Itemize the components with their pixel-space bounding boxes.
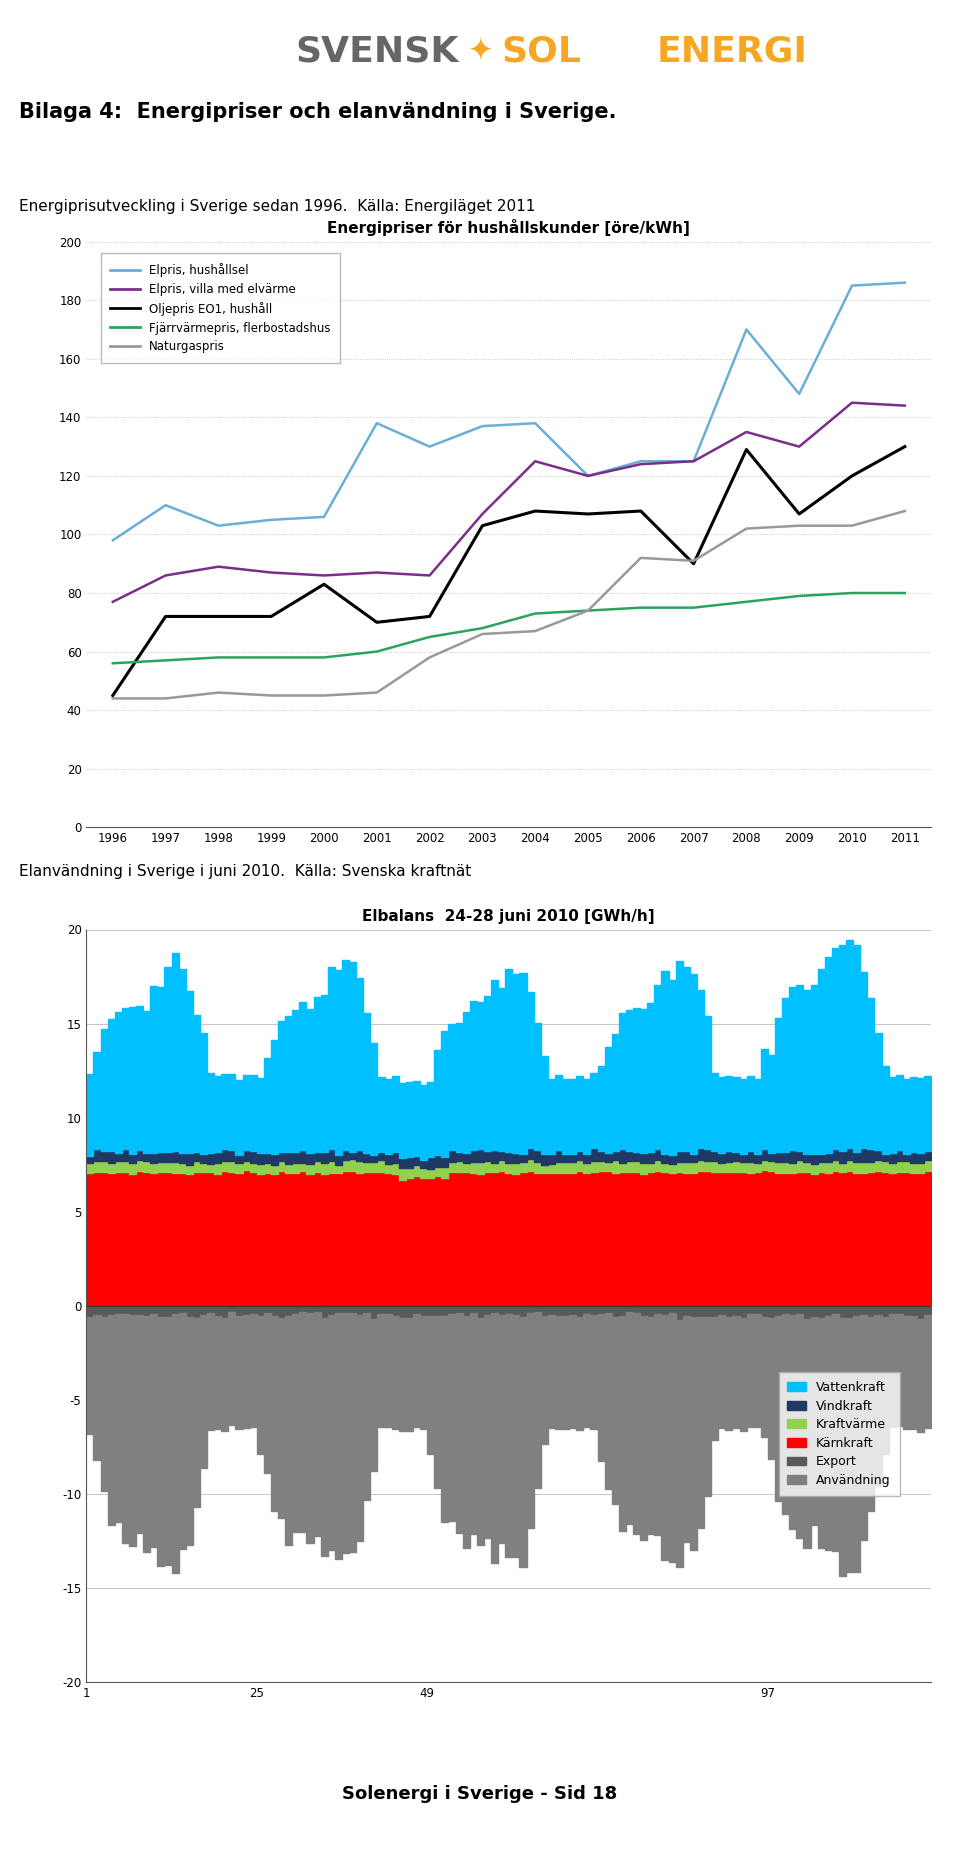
Naturgaspris xyxy=(212,682,224,705)
Line: Oljepris EO1, hushåll: Oljepris EO1, hushåll xyxy=(112,446,904,695)
Line: Elpris, hushållsel: Elpris, hushållsel xyxy=(112,283,904,541)
Elpris, hushållsel xyxy=(582,465,593,487)
Naturgaspris xyxy=(265,684,276,706)
Elpris, villa med elvärme xyxy=(371,561,382,584)
Text: ENERGI: ENERGI xyxy=(658,33,808,69)
Elpris, villa med elvärme xyxy=(687,450,699,472)
Naturgaspris xyxy=(582,599,593,621)
Elpris, villa med elvärme xyxy=(740,420,752,442)
Naturgaspris xyxy=(159,688,171,710)
Fjärrvärmepris, flerbostadshus xyxy=(212,647,224,669)
Elpris, hushållsel xyxy=(529,413,540,435)
Elpris, hushållsel xyxy=(899,271,910,294)
Line: Naturgaspris: Naturgaspris xyxy=(112,511,904,699)
Elpris, hushållsel xyxy=(265,509,276,532)
Text: SOL: SOL xyxy=(502,33,582,69)
Naturgaspris xyxy=(687,550,699,573)
Oljepris EO1, hushåll xyxy=(423,606,435,628)
Elpris, hushållsel xyxy=(635,450,646,472)
Fjärrvärmepris, flerbostadshus xyxy=(529,602,540,625)
Text: Energiprisutveckling i Sverige sedan 1996.  Källa: Energiläget 2011: Energiprisutveckling i Sverige sedan 199… xyxy=(19,199,536,214)
Naturgaspris xyxy=(793,515,804,537)
Oljepris EO1, hushåll xyxy=(687,552,699,574)
Fjärrvärmepris, flerbostadshus xyxy=(899,582,910,604)
Elpris, hushållsel xyxy=(687,450,699,472)
Text: Elanvändning i Sverige i juni 2010.  Källa: Svenska kraftnät: Elanvändning i Sverige i juni 2010. Käll… xyxy=(19,864,471,879)
Naturgaspris xyxy=(847,515,858,537)
Elpris, hushållsel xyxy=(107,530,118,552)
Fjärrvärmepris, flerbostadshus xyxy=(319,647,330,669)
Fjärrvärmepris, flerbostadshus xyxy=(582,599,593,621)
Oljepris EO1, hushåll xyxy=(319,573,330,595)
Elpris, villa med elvärme xyxy=(529,450,540,472)
Elpris, villa med elvärme xyxy=(159,565,171,587)
Naturgaspris xyxy=(371,682,382,705)
Fjärrvärmepris, flerbostadshus xyxy=(107,653,118,675)
Elpris, hushållsel xyxy=(319,506,330,528)
Text: Solenergi i Sverige - Sid 18: Solenergi i Sverige - Sid 18 xyxy=(343,1785,617,1803)
Naturgaspris xyxy=(899,500,910,522)
Elpris, villa med elvärme xyxy=(899,394,910,416)
Elpris, villa med elvärme xyxy=(476,502,488,524)
Fjärrvärmepris, flerbostadshus xyxy=(476,617,488,639)
Naturgaspris xyxy=(635,547,646,569)
Oljepris EO1, hushåll xyxy=(212,606,224,628)
Elpris, hushållsel xyxy=(476,415,488,437)
Line: Fjärrvärmepris, flerbostadshus: Fjärrvärmepris, flerbostadshus xyxy=(112,593,904,664)
Oljepris EO1, hushåll xyxy=(582,502,593,524)
Oljepris EO1, hushåll xyxy=(371,612,382,634)
Text: Bilaga 4:  Energipriser och elanvändning i Sverige.: Bilaga 4: Energipriser och elanvändning … xyxy=(19,102,616,123)
Title: Energipriser för hushållskunder [öre/kWh]: Energipriser för hushållskunder [öre/kWh… xyxy=(327,219,690,236)
Fjärrvärmepris, flerbostadshus xyxy=(265,647,276,669)
Elpris, hushållsel xyxy=(847,275,858,297)
Fjärrvärmepris, flerbostadshus xyxy=(793,586,804,608)
Legend: Elpris, hushållsel, Elpris, villa med elvärme, Oljepris EO1, hushåll, Fjärrvärme: Elpris, hushållsel, Elpris, villa med el… xyxy=(101,253,340,363)
Fjärrvärmepris, flerbostadshus xyxy=(687,597,699,619)
Elpris, hushållsel xyxy=(371,413,382,435)
Text: ✦: ✦ xyxy=(468,37,492,65)
Naturgaspris xyxy=(319,684,330,706)
Oljepris EO1, hushåll xyxy=(159,606,171,628)
Elpris, villa med elvärme xyxy=(423,565,435,587)
Elpris, villa med elvärme xyxy=(212,556,224,578)
Elpris, villa med elvärme xyxy=(793,435,804,457)
Naturgaspris xyxy=(476,623,488,645)
Elpris, hushållsel xyxy=(212,515,224,537)
Elpris, villa med elvärme xyxy=(319,565,330,587)
Fjärrvärmepris, flerbostadshus xyxy=(423,626,435,649)
Oljepris EO1, hushåll xyxy=(899,435,910,457)
Elpris, villa med elvärme xyxy=(265,561,276,584)
Oljepris EO1, hushåll xyxy=(847,465,858,487)
Elpris, hushållsel xyxy=(793,383,804,405)
Oljepris EO1, hushåll xyxy=(476,515,488,537)
Elpris, villa med elvärme xyxy=(107,591,118,613)
Elpris, villa med elvärme xyxy=(635,454,646,476)
Fjärrvärmepris, flerbostadshus xyxy=(159,649,171,671)
Fjärrvärmepris, flerbostadshus xyxy=(847,582,858,604)
Oljepris EO1, hushåll xyxy=(265,606,276,628)
Elpris, hushållsel xyxy=(423,435,435,457)
Oljepris EO1, hushåll xyxy=(635,500,646,522)
Naturgaspris xyxy=(423,647,435,669)
Naturgaspris xyxy=(107,688,118,710)
Oljepris EO1, hushåll xyxy=(107,684,118,706)
Naturgaspris xyxy=(740,517,752,539)
Naturgaspris xyxy=(529,619,540,641)
Fjärrvärmepris, flerbostadshus xyxy=(635,597,646,619)
Oljepris EO1, hushåll xyxy=(740,439,752,461)
Elpris, villa med elvärme xyxy=(582,465,593,487)
Elpris, villa med elvärme xyxy=(847,392,858,415)
Elpris, hushållsel xyxy=(159,494,171,517)
Title: Elbalans  24-28 juni 2010 [GWh/h]: Elbalans 24-28 juni 2010 [GWh/h] xyxy=(363,909,655,924)
Oljepris EO1, hushåll xyxy=(529,500,540,522)
Legend: Vattenkraft, Vindkraft, Kraftvärme, Kärnkraft, Export, Användning: Vattenkraft, Vindkraft, Kraftvärme, Kärn… xyxy=(779,1372,900,1496)
Line: Elpris, villa med elvärme: Elpris, villa med elvärme xyxy=(112,403,904,602)
Fjärrvärmepris, flerbostadshus xyxy=(740,591,752,613)
Elpris, hushållsel xyxy=(740,318,752,340)
Text: SVENSK: SVENSK xyxy=(295,33,459,69)
Oljepris EO1, hushåll xyxy=(793,502,804,524)
Fjärrvärmepris, flerbostadshus xyxy=(371,639,382,662)
